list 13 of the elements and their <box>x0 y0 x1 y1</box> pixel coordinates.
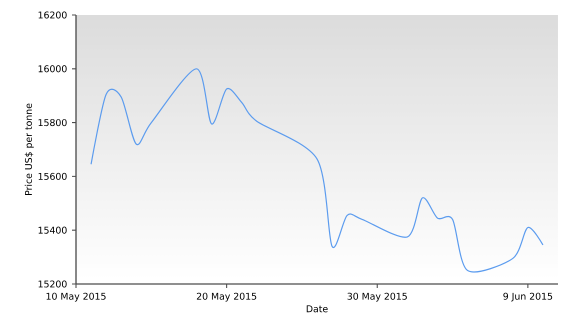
x-axis-title: Date <box>306 305 328 312</box>
y-tick-label: 15200 <box>38 280 67 288</box>
y-tick-label: 16200 <box>38 11 67 19</box>
x-tick-label: 30 May 2015 <box>348 292 407 302</box>
x-tick-label: 9 Jun 2015 <box>503 292 552 302</box>
y-axis-title: Price US$ per tonne <box>24 104 34 195</box>
y-tick-label: 15400 <box>38 226 67 234</box>
x-tick-label: 20 May 2015 <box>196 292 256 302</box>
y-tick-label: 15600 <box>38 172 67 180</box>
y-tick-label: 15800 <box>38 119 67 126</box>
line-series <box>90 68 544 272</box>
y-tick-label: 16000 <box>38 65 67 72</box>
x-tick-label: 10 May 2015 <box>46 292 106 302</box>
